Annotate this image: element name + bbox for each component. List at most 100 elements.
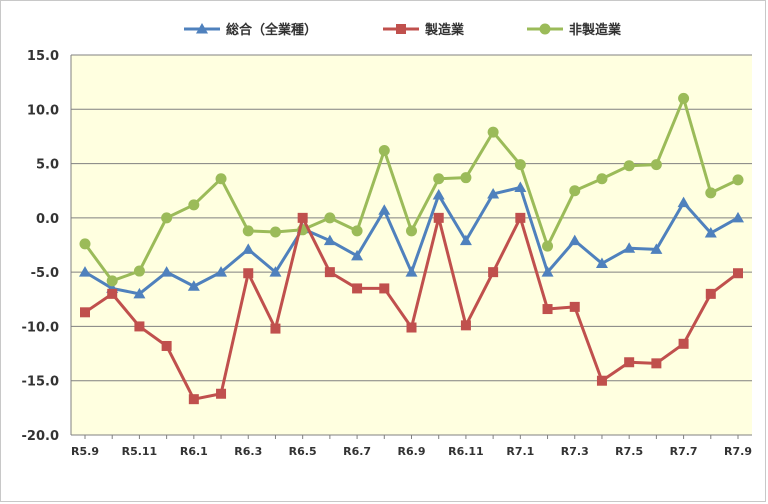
data-point-triangle <box>196 23 208 34</box>
x-tick-label: R7.7 <box>670 445 698 458</box>
data-point-square <box>324 267 335 278</box>
data-point-circle <box>650 159 662 171</box>
y-tick-label: 0.0 <box>36 212 59 227</box>
x-tick-label: R7.5 <box>615 445 643 458</box>
data-point-circle <box>732 174 744 186</box>
data-point-circle <box>161 212 173 224</box>
data-point-triangle <box>704 227 717 238</box>
legend: 総合（全業種） 製造業 非製造業 <box>184 22 622 38</box>
data-point-circle <box>539 23 551 35</box>
data-point-square <box>488 267 499 278</box>
data-point-square <box>406 322 417 333</box>
data-point-circle <box>242 225 254 237</box>
x-tick-label: R5.9 <box>71 445 99 458</box>
x-tick-label: R6.1 <box>180 445 208 458</box>
legend-item: 総合（全業種） <box>184 22 317 38</box>
x-tick-label: R6.9 <box>398 445 426 458</box>
data-point-circle <box>623 160 635 172</box>
data-point-circle <box>678 92 690 104</box>
y-tick-label: 15.0 <box>27 49 59 64</box>
data-point-circle <box>542 240 554 252</box>
legend-label: 製造業 <box>424 22 465 38</box>
data-point-square <box>624 357 635 368</box>
data-point-circle <box>133 265 145 277</box>
data-point-square <box>270 323 281 334</box>
data-point-triangle <box>269 266 282 277</box>
y-tick-label: -15.0 <box>22 375 59 390</box>
data-point-circle <box>351 225 363 237</box>
x-tick-label: R6.3 <box>234 445 262 458</box>
data-point-square <box>705 288 716 299</box>
data-point-circle <box>215 173 227 185</box>
data-point-circle <box>79 238 91 250</box>
data-point-triangle <box>541 266 554 277</box>
data-point-circle <box>596 173 608 185</box>
plot-area <box>71 55 752 435</box>
data-point-circle <box>188 199 200 211</box>
data-point-square <box>515 212 526 223</box>
data-point-square <box>733 268 743 279</box>
data-point-square <box>379 283 390 294</box>
data-point-square <box>216 388 227 399</box>
data-point-square <box>297 212 308 223</box>
x-tick-label: R5.11 <box>122 445 158 458</box>
data-point-triangle <box>514 181 527 192</box>
data-point-triangle <box>595 257 608 268</box>
series-circle <box>79 92 744 287</box>
data-point-square <box>460 320 471 331</box>
data-point-square <box>569 301 580 312</box>
data-point-triangle <box>187 280 200 291</box>
data-point-triangle <box>568 234 581 246</box>
data-point-triangle <box>650 243 663 254</box>
data-point-triangle <box>160 266 173 277</box>
axes: 15.0 10.0 5.0 0.0 -5.0 -10.0 -15.0 -20.0 R5.9 R5.… <box>22 49 752 458</box>
x-tick-label: R6.11 <box>448 445 484 458</box>
y-tick-label: -20.0 <box>22 429 59 444</box>
data-point-triangle <box>732 211 744 223</box>
data-point-square <box>596 375 607 386</box>
data-point-triangle <box>351 249 364 261</box>
x-tick-label: R7.3 <box>561 445 589 458</box>
series-square <box>80 212 743 405</box>
x-tick-label: R7.1 <box>506 445 534 458</box>
data-point-square <box>352 283 363 294</box>
y-tick-label: -10.0 <box>22 320 59 335</box>
data-point-triangle <box>215 266 228 277</box>
data-point-square <box>396 24 406 34</box>
data-point-circle <box>433 173 445 185</box>
data-point-circle <box>269 226 281 238</box>
data-point-square <box>243 268 254 279</box>
data-point-triangle <box>79 266 91 277</box>
legend-item: 製造業 <box>383 22 465 38</box>
series-lines <box>79 92 744 405</box>
data-point-circle <box>487 126 499 138</box>
data-point-triangle <box>405 266 418 277</box>
data-point-triangle <box>623 242 636 253</box>
data-point-triangle <box>378 204 391 215</box>
legend-label: 非製造業 <box>569 22 622 38</box>
x-tick-label: R7.9 <box>724 445 752 458</box>
data-point-square <box>161 340 172 351</box>
series-triangle <box>79 181 744 299</box>
data-point-triangle <box>323 234 336 246</box>
data-point-circle <box>106 275 118 287</box>
legend-item: 非製造業 <box>527 22 622 38</box>
x-tick-label: R6.5 <box>289 445 317 458</box>
data-point-circle <box>378 145 390 157</box>
data-point-circle <box>406 225 417 237</box>
data-point-triangle <box>242 243 255 254</box>
data-point-circle <box>324 212 336 224</box>
x-tick-label: R6.7 <box>343 445 371 458</box>
data-point-circle <box>460 172 472 184</box>
y-tick-label: -5.0 <box>31 266 59 281</box>
data-point-square <box>107 288 118 299</box>
data-point-square <box>188 394 199 405</box>
data-point-circle <box>514 159 526 171</box>
data-point-square <box>433 212 444 223</box>
data-point-square <box>542 304 553 315</box>
data-point-triangle <box>459 234 472 246</box>
data-point-triangle <box>432 189 445 200</box>
data-point-triangle <box>133 287 146 299</box>
data-point-circle <box>569 185 581 197</box>
